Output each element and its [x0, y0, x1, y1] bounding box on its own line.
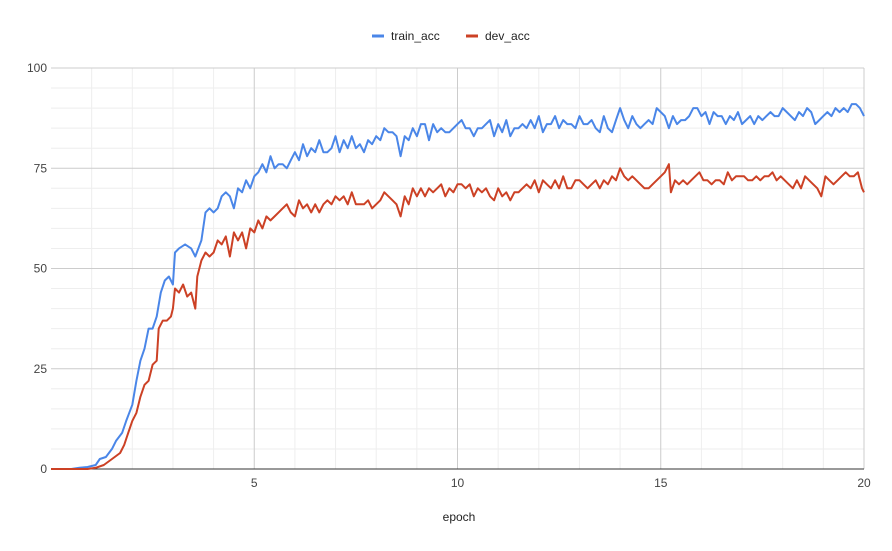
y-tick-label: 100 [27, 61, 47, 75]
series-line-dev_acc [51, 163, 865, 470]
series-line-train_acc [51, 103, 865, 470]
x-tick-label: 10 [451, 476, 465, 490]
x-tick-label: 20 [857, 476, 871, 490]
legend-label: dev_acc [485, 29, 530, 43]
y-tick-label: 0 [40, 462, 47, 476]
legend: train_acc dev_acc [372, 29, 530, 43]
legend-item-train_acc: train_acc [372, 29, 440, 43]
x-tick-label: 5 [251, 476, 258, 490]
x-axis-ticks: 5 10 15 20 [251, 476, 871, 490]
y-tick-label: 50 [34, 262, 48, 276]
legend-item-dev_acc: dev_acc [466, 29, 530, 43]
major-gridlines [51, 67, 865, 470]
y-tick-label: 75 [34, 161, 48, 175]
x-tick-label: 15 [654, 476, 668, 490]
legend-label: train_acc [391, 29, 440, 43]
y-tick-label: 25 [34, 362, 48, 376]
y-axis-ticks: 0 25 50 75 100 [27, 61, 47, 476]
x-axis-title: epoch [443, 510, 476, 524]
series-lines [51, 103, 865, 470]
